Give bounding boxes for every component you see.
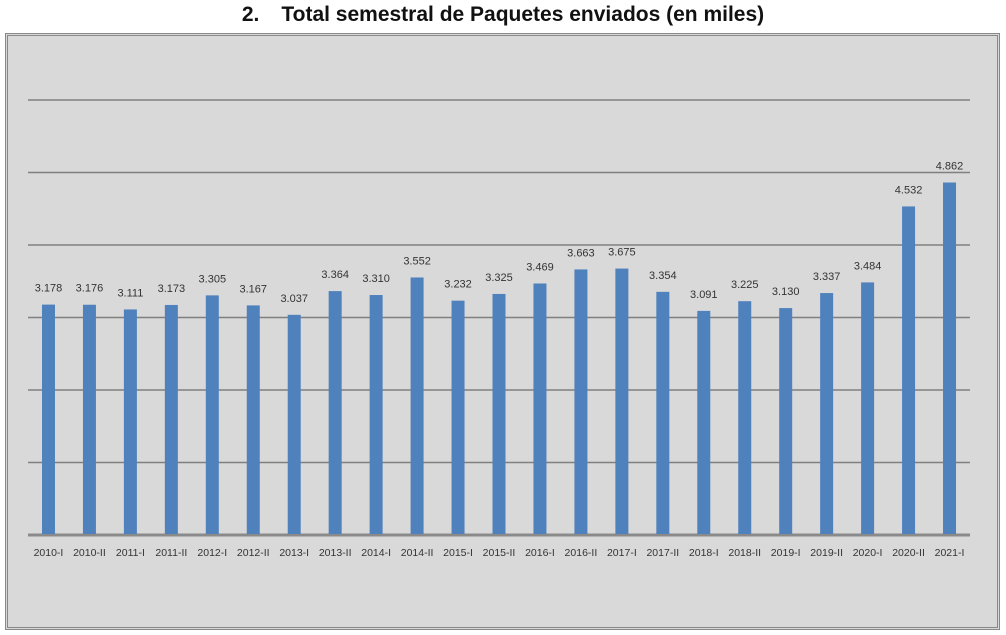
- data-label: 3.552: [403, 255, 431, 267]
- x-tick-label: 2013-II: [319, 547, 352, 559]
- data-label: 3.173: [158, 283, 186, 295]
- data-label: 3.675: [608, 247, 636, 259]
- bar: [328, 291, 342, 534]
- data-label: 3.663: [567, 247, 595, 259]
- data-label: 3.305: [199, 273, 227, 285]
- data-label: 4.862: [936, 161, 964, 173]
- data-label: 3.111: [117, 287, 143, 299]
- data-label: 3.091: [690, 289, 718, 301]
- x-tick-label: 2015-I: [443, 547, 473, 559]
- data-label: 3.130: [772, 286, 800, 298]
- data-label: 3.364: [321, 269, 349, 281]
- data-label: 3.354: [649, 270, 677, 282]
- data-label: 3.176: [76, 283, 104, 295]
- bar: [615, 268, 629, 534]
- x-tick-label: 2020-I: [853, 547, 883, 559]
- bar: [205, 295, 219, 534]
- x-tick-label: 2021-I: [935, 547, 965, 559]
- data-label: 3.310: [362, 273, 390, 285]
- x-tick-label: 2016-I: [525, 547, 555, 559]
- x-tick-label: 2018-II: [728, 547, 761, 559]
- bar: [451, 300, 465, 534]
- bar: [287, 314, 301, 534]
- data-label: 4.532: [895, 184, 923, 196]
- data-label: 3.469: [526, 261, 554, 273]
- data-label: 3.225: [731, 279, 759, 291]
- bar: [164, 304, 178, 534]
- data-label: 3.037: [280, 293, 308, 305]
- x-tick-label: 2012-II: [237, 547, 270, 559]
- x-tick-label: 2013-I: [279, 547, 309, 559]
- x-tick-label: 2011-I: [116, 547, 145, 559]
- bar: [533, 283, 547, 534]
- chart-title-text: Total semestral de Paquetes enviados (en…: [281, 3, 765, 26]
- chart-title-number: 2.: [241, 3, 260, 26]
- x-tick-label: 2019-I: [771, 547, 801, 559]
- bar: [656, 291, 670, 534]
- x-tick-label: 2010-II: [73, 547, 106, 559]
- x-tick-label: 2014-I: [361, 547, 391, 559]
- data-label: 3.178: [35, 283, 63, 295]
- bar: [820, 293, 834, 534]
- chart-title: 2. Total semestral de Paquetes enviados (…: [0, 3, 1006, 27]
- data-label: 3.325: [485, 272, 513, 284]
- data-label: 3.484: [854, 260, 882, 272]
- x-tick-label: 2010-I: [34, 547, 64, 559]
- bar: [246, 305, 260, 534]
- bar: [410, 277, 424, 534]
- x-tick-label: 2017-II: [646, 547, 679, 559]
- x-tick-label: 2016-II: [565, 547, 598, 559]
- x-tick-label: 2014-II: [401, 547, 434, 559]
- bar: [369, 295, 383, 534]
- bar: [697, 310, 711, 534]
- data-label: 3.232: [444, 279, 472, 291]
- data-label: 3.337: [813, 271, 841, 283]
- x-tick-label: 2015-II: [483, 547, 516, 559]
- x-tick-label: 2019-II: [810, 547, 843, 559]
- x-tick-label: 2020-II: [892, 547, 925, 559]
- bar: [779, 308, 793, 534]
- x-tick-label: 2018-I: [689, 547, 719, 559]
- bar: [943, 182, 957, 534]
- bar: [738, 301, 752, 534]
- data-label: 3.167: [239, 283, 267, 295]
- x-tick-label: 2011-II: [155, 547, 187, 559]
- bar: [861, 282, 875, 534]
- bar: [492, 293, 506, 534]
- bar: [574, 269, 588, 534]
- x-tick-label: 2017-I: [607, 547, 637, 559]
- x-tick-label: 2012-I: [197, 547, 227, 559]
- bar: [123, 309, 137, 534]
- bar: [41, 304, 55, 534]
- bar: [902, 206, 916, 534]
- bar: [82, 304, 96, 534]
